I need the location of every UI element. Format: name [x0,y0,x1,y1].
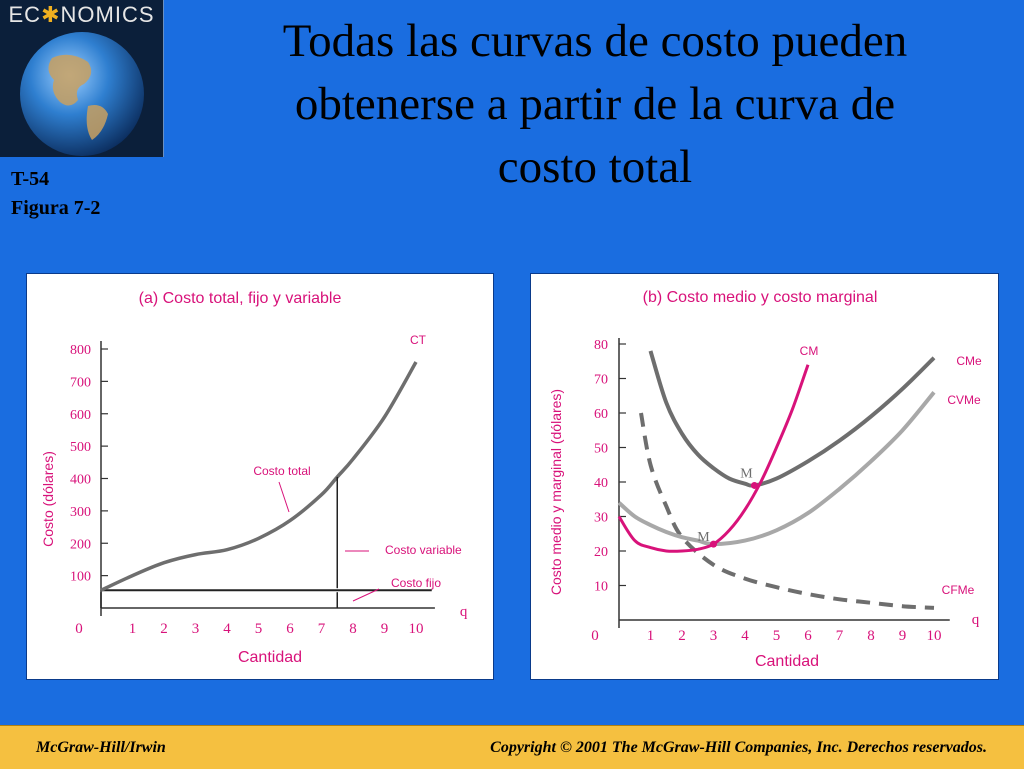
chart-a-y-tick-label: 400 [70,473,91,488]
title-line-1: Todas las curvas de costo pueden [282,15,908,67]
footer-copyright: Copyright © 2001 The McGraw-Hill Compani… [490,739,987,756]
chart-b-cme-curve [648,350,936,488]
chart-b-cm-label: CM [800,344,819,358]
chart-a-x-tick-label: 9 [381,621,389,637]
chart-b-y-label: Costo medio y marginal (dólares) [548,389,564,595]
chart-a-y-tick-label: 700 [70,375,91,390]
chart-b-cvme-label: CVMe [947,393,981,407]
footer-publisher: McGraw-Hill/Irwin [36,739,166,756]
chart-a-annotation-fixed: Costo fijo [391,576,441,590]
chart-a-ct-label: CT [410,333,427,347]
chart-a-y-tick-label: 200 [70,537,91,552]
chart-b-y-tick-label: 70 [594,373,608,388]
chart-a-annotation-variable: Costo variable [385,543,462,557]
footer-bar: McGraw-Hill/Irwin Copyright © 2001 The M… [0,725,1024,769]
chart-a-svg: (a) Costo total, fijo y variable10020030… [40,290,468,666]
chart-a-x-tick-label: 6 [286,621,294,637]
chart-b-x-tick-label: 2 [678,628,686,644]
chart-b-svg: (b) Costo medio y costo marginal10203040… [548,289,982,670]
chart-a-x-tick-label: 1 [129,621,137,637]
chart-a-y-tick-label: 600 [70,408,91,423]
figure-number: Figura 7-2 [11,197,101,219]
chart-b-cfme-curve [639,412,935,610]
chart-b-y-tick-label: 20 [594,545,608,560]
chart-b-x-tick-label: 7 [836,628,844,644]
chart-a-x-tick-label: 10 [409,621,424,637]
chart-a-x-tick-label: 7 [318,621,326,637]
chart-b-x-tick-label: 8 [867,628,875,644]
chart-b-x-tick-label: 3 [710,628,718,644]
chart-b-y-tick-label: 80 [594,338,608,353]
chart-a-y-tick-label: 300 [70,505,91,520]
chart-b-x-letter: q [972,612,980,628]
chart-a-annotation-fixed-pointer [352,588,380,602]
chart-a-x-tick-label: 5 [255,621,263,637]
chart-panel-a: (a) Costo total, fijo y variable 100 200 30… [26,273,494,680]
slide-id: T-54 Figura 7-2 [11,165,100,223]
chart-b-point-1 [750,481,758,489]
chart-b-point-label-1: M [740,466,753,481]
chart-b-cme-label: CMe [956,354,982,368]
chart-a-x-tick-label: 4 [223,621,231,637]
chart-b-y-tick-label: 60 [594,407,608,422]
globe-icon [20,32,144,156]
chart-b-x-tick-label: 6 [804,628,812,644]
chart-b-cvme-curve [617,391,936,547]
title-line-3: costo total [497,141,693,193]
chart-b-y-tick-label: 50 [594,442,608,457]
chart-a-annotation-total-pointer [278,481,290,513]
chart-b-y-tick-label: 40 [594,476,608,491]
chart-a-x-label: Cantidad [238,649,302,666]
chart-a-y-tick-label: 800 [70,343,91,358]
chart-b-x-tick-label: 0 [591,628,599,644]
chart-a-x-tick-label: 8 [349,621,357,637]
chart-b-x-tick-label: 1 [647,628,655,644]
chart-a-y-tick-label: 500 [70,440,91,455]
chart-a-y-tick-label: 100 [70,570,91,585]
slide-title: Todas las curvas de costo pueden obtener… [190,10,1000,199]
title-line-2: obtenerse a partir de la curva de [294,78,896,130]
slide-code: T-54 [11,168,50,190]
economics-logo: EC✱NOMICS [0,0,164,157]
chart-a-title: (a) Costo total, fijo y variable [139,290,342,307]
chart-a-x-tick-label: 3 [192,621,200,637]
chart-b-x-tick-label: 4 [741,628,749,644]
chart-a-y-label: Costo (dólares) [40,451,56,547]
chart-a-total-cost-curve [100,361,418,592]
chart-b-cfme-label: CFMe [942,583,975,597]
chart-b-x-tick-label: 9 [899,628,907,644]
chart-b-x-label: Cantidad [755,653,819,670]
chart-b-x-tick-label: 5 [773,628,781,644]
chart-a-x-tick-label: 2 [160,621,168,637]
chart-b-title: (b) Costo medio y costo marginal [643,289,878,306]
chart-b-x-tick-label: 10 [927,628,942,644]
logo-text: EC✱NOMICS [8,2,155,27]
chart-b-y-tick-label: 30 [594,511,608,526]
chart-b-point-label-2: M [697,530,710,545]
chart-b-point-2 [710,540,717,548]
chart-panel-b: (b) Costo medio y costo marginal 10 20 30 40… [530,273,999,680]
chart-a-x-tick-label: 0 [75,621,83,637]
chart-a-x-letter: q [460,604,468,620]
chart-a-annotation-total: Costo total [253,464,310,478]
gear-icon: ✱ [41,2,61,27]
chart-b-y-tick-label: 10 [594,580,608,595]
